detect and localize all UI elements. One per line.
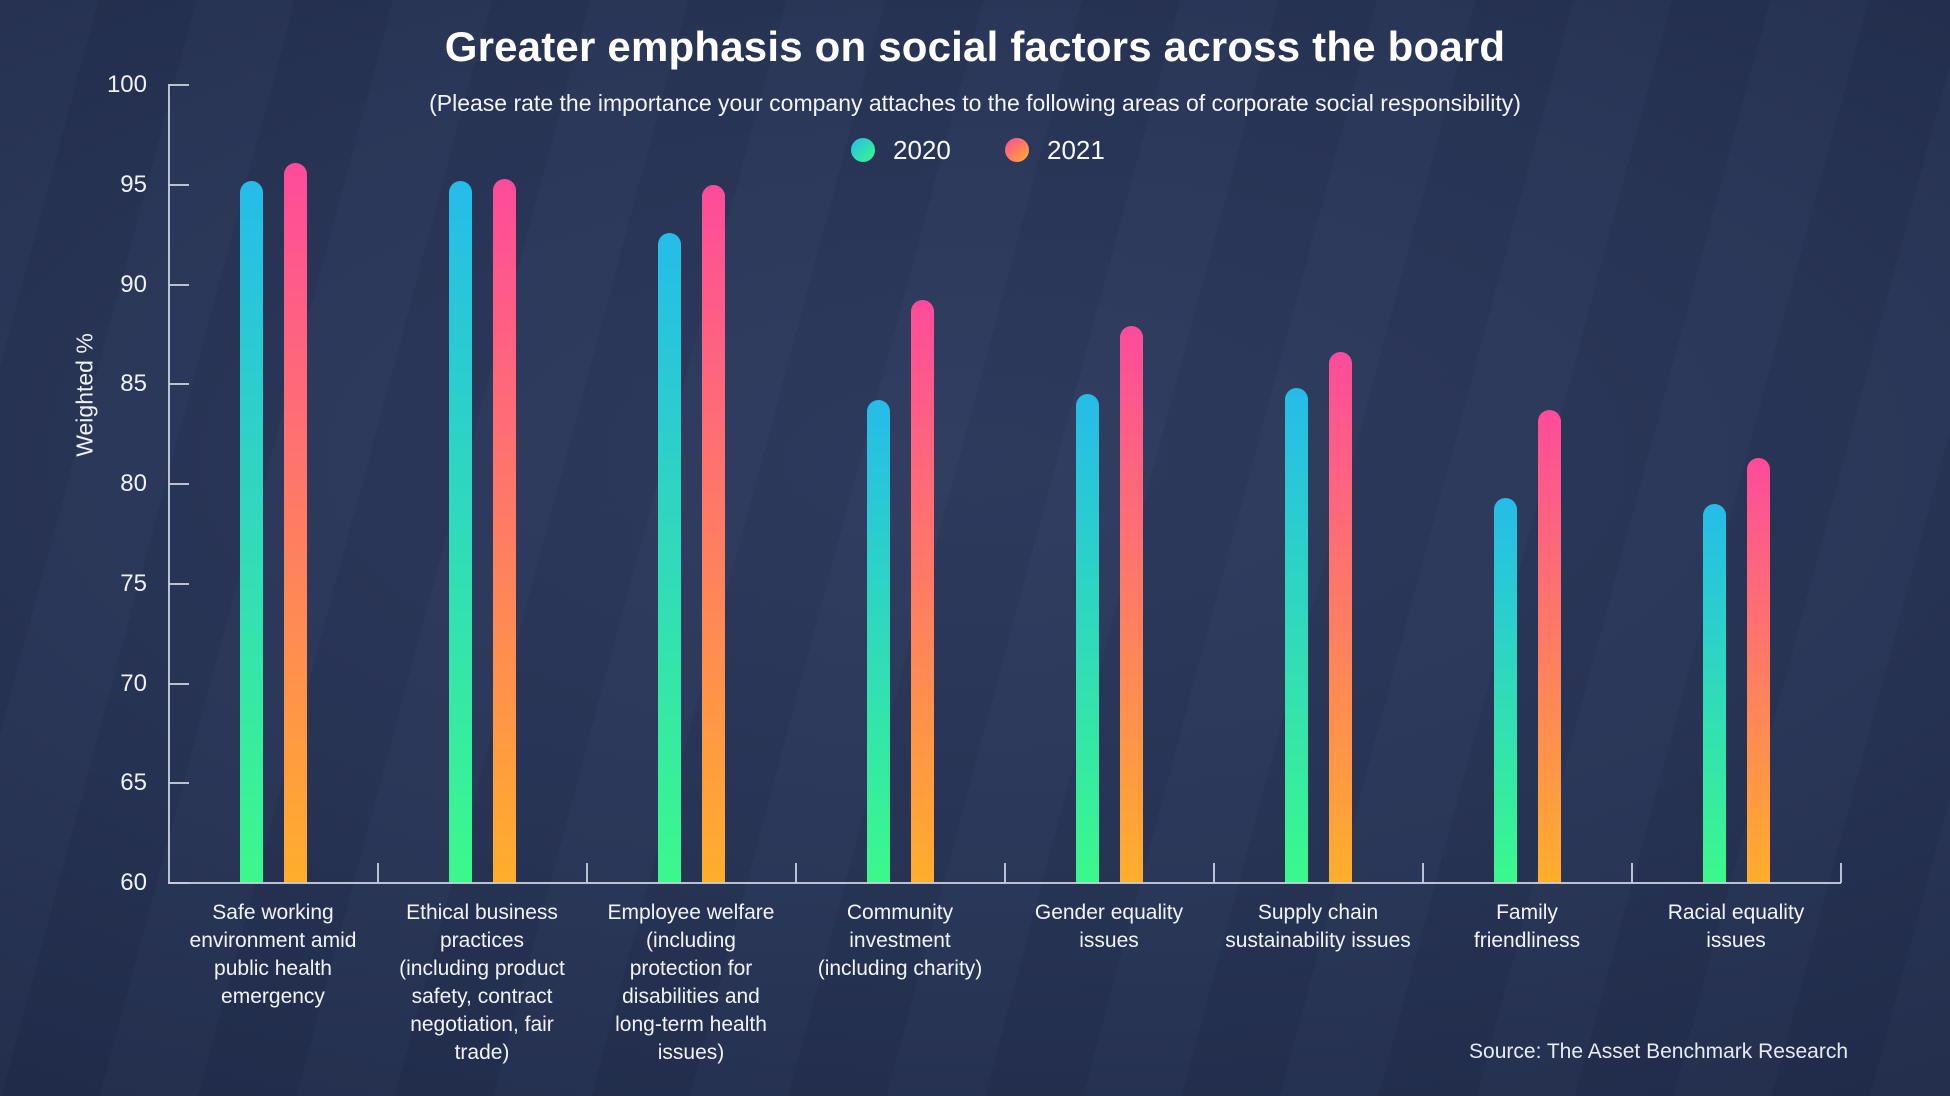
- y-tick-mark: [169, 682, 189, 685]
- y-tick-mark: [169, 84, 189, 86]
- source-credit: Source: The Asset Benchmark Research: [1469, 1040, 1848, 1063]
- x-axis-separator-tick: [1630, 863, 1633, 883]
- y-tick-label: 60: [120, 869, 147, 896]
- bar-2020-5: [1284, 388, 1308, 883]
- bar-2021-0: [283, 162, 307, 883]
- y-tick-label: 100: [106, 71, 147, 98]
- bar-2020-1: [448, 180, 472, 883]
- x-axis-separator-tick: [376, 863, 379, 883]
- bar-2021-1: [492, 178, 516, 883]
- y-tick-mark: [169, 283, 189, 286]
- bar-2021-4: [1119, 326, 1143, 883]
- bar-2021-7: [1746, 458, 1770, 883]
- bar-2020-6: [1493, 497, 1517, 883]
- chart-subtitle: (Please rate the importance your company…: [429, 90, 1521, 116]
- y-tick-label: 65: [120, 769, 147, 797]
- legend-label-2020: 2020: [893, 135, 951, 165]
- bar-2021-3: [910, 300, 934, 883]
- category-label: Supply chain sustainability issues: [1225, 901, 1411, 952]
- x-axis-separator-tick: [585, 863, 588, 883]
- category-label: Employee welfare (including protection for…: [607, 901, 775, 1064]
- legend-label-2021: 2021: [1047, 135, 1105, 165]
- bar-2021-2: [701, 184, 725, 883]
- x-axis-separator-tick: [1839, 863, 1842, 883]
- x-axis-separator-tick: [1212, 863, 1215, 883]
- y-tick-mark: [169, 582, 189, 585]
- category-label: Community investment (including charity): [817, 901, 983, 980]
- y-tick-label: 85: [120, 370, 147, 398]
- chart-title: Greater emphasis on social factors acros…: [444, 23, 1506, 70]
- x-axis-separator-tick: [1421, 863, 1424, 883]
- y-tick-label: 70: [120, 669, 147, 697]
- x-axis-separator-tick: [794, 863, 797, 883]
- bar-2020-0: [239, 180, 263, 883]
- bar-2020-4: [1075, 394, 1099, 883]
- x-axis-separator-tick: [1003, 863, 1006, 883]
- y-tick-mark: [169, 483, 189, 485]
- y-tick-label: 90: [120, 270, 147, 298]
- legend-swatch-2020-icon: [851, 138, 875, 162]
- category-label: Safe working environment amid public healt…: [189, 901, 357, 1008]
- y-tick-label: 80: [120, 470, 147, 497]
- bar-2020-2: [657, 232, 681, 883]
- category-label: Ethical business practices (including prod…: [399, 901, 565, 1064]
- bar-2021-6: [1537, 410, 1561, 883]
- category-label: Family friendliness: [1473, 901, 1581, 952]
- bar-2020-3: [866, 400, 890, 883]
- category-label: Racial equality issues: [1667, 901, 1805, 952]
- bar-2020-7: [1702, 503, 1726, 883]
- y-tick-mark: [169, 183, 189, 186]
- x-axis-line: [168, 882, 1841, 884]
- y-tick-label: 95: [120, 170, 147, 198]
- y-tick-label: 75: [120, 569, 147, 597]
- y-tick-mark: [169, 782, 189, 785]
- bar-2021-5: [1328, 352, 1352, 883]
- y-tick-mark: [169, 383, 189, 386]
- legend-swatch-2021-icon: [1005, 138, 1029, 162]
- category-label: Gender equality issues: [1034, 901, 1184, 952]
